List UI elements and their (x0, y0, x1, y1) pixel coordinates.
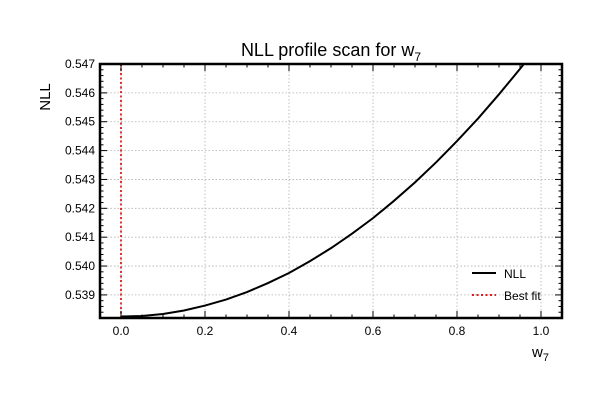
axis-ticks: 0.0 0.2 0.4 0.6 0.8 1.0 0.539 0.540 0.541 0.542 0.… (65, 57, 563, 338)
legend-best-fit-label: Best fit (504, 289, 541, 303)
x-tick-label: 0.6 (365, 324, 382, 338)
legend-nll-label: NLL (504, 267, 526, 281)
x-tick-label: 1.0 (533, 324, 550, 338)
chart-title: NLL profile scan for w7 (241, 40, 421, 64)
y-axis-label: NLL (37, 83, 54, 111)
x-axis-label: w7 (531, 344, 549, 364)
y-tick-label: 0.542 (65, 201, 95, 215)
x-tick-label: 0.0 (113, 324, 130, 338)
y-tick-label: 0.539 (65, 288, 95, 302)
y-tick-label: 0.540 (65, 259, 95, 273)
y-tick-label: 0.546 (65, 86, 95, 100)
y-tick-label: 0.541 (65, 230, 95, 244)
x-tick-label: 0.4 (281, 324, 298, 338)
data-area (120, 64, 526, 318)
legend: NLL Best fit (472, 267, 541, 303)
series-line-nll (120, 64, 526, 318)
y-tick-label: 0.544 (65, 144, 95, 158)
y-tick-label: 0.543 (65, 172, 95, 186)
x-tick-label: 0.8 (449, 324, 466, 338)
y-tick-label: 0.547 (65, 57, 95, 71)
x-tick-label: 0.2 (197, 324, 214, 338)
y-tick-label: 0.545 (65, 115, 95, 129)
